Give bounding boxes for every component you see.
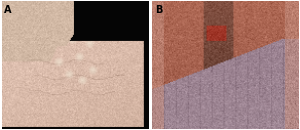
Text: A: A	[4, 5, 12, 15]
Text: B: B	[155, 5, 162, 15]
